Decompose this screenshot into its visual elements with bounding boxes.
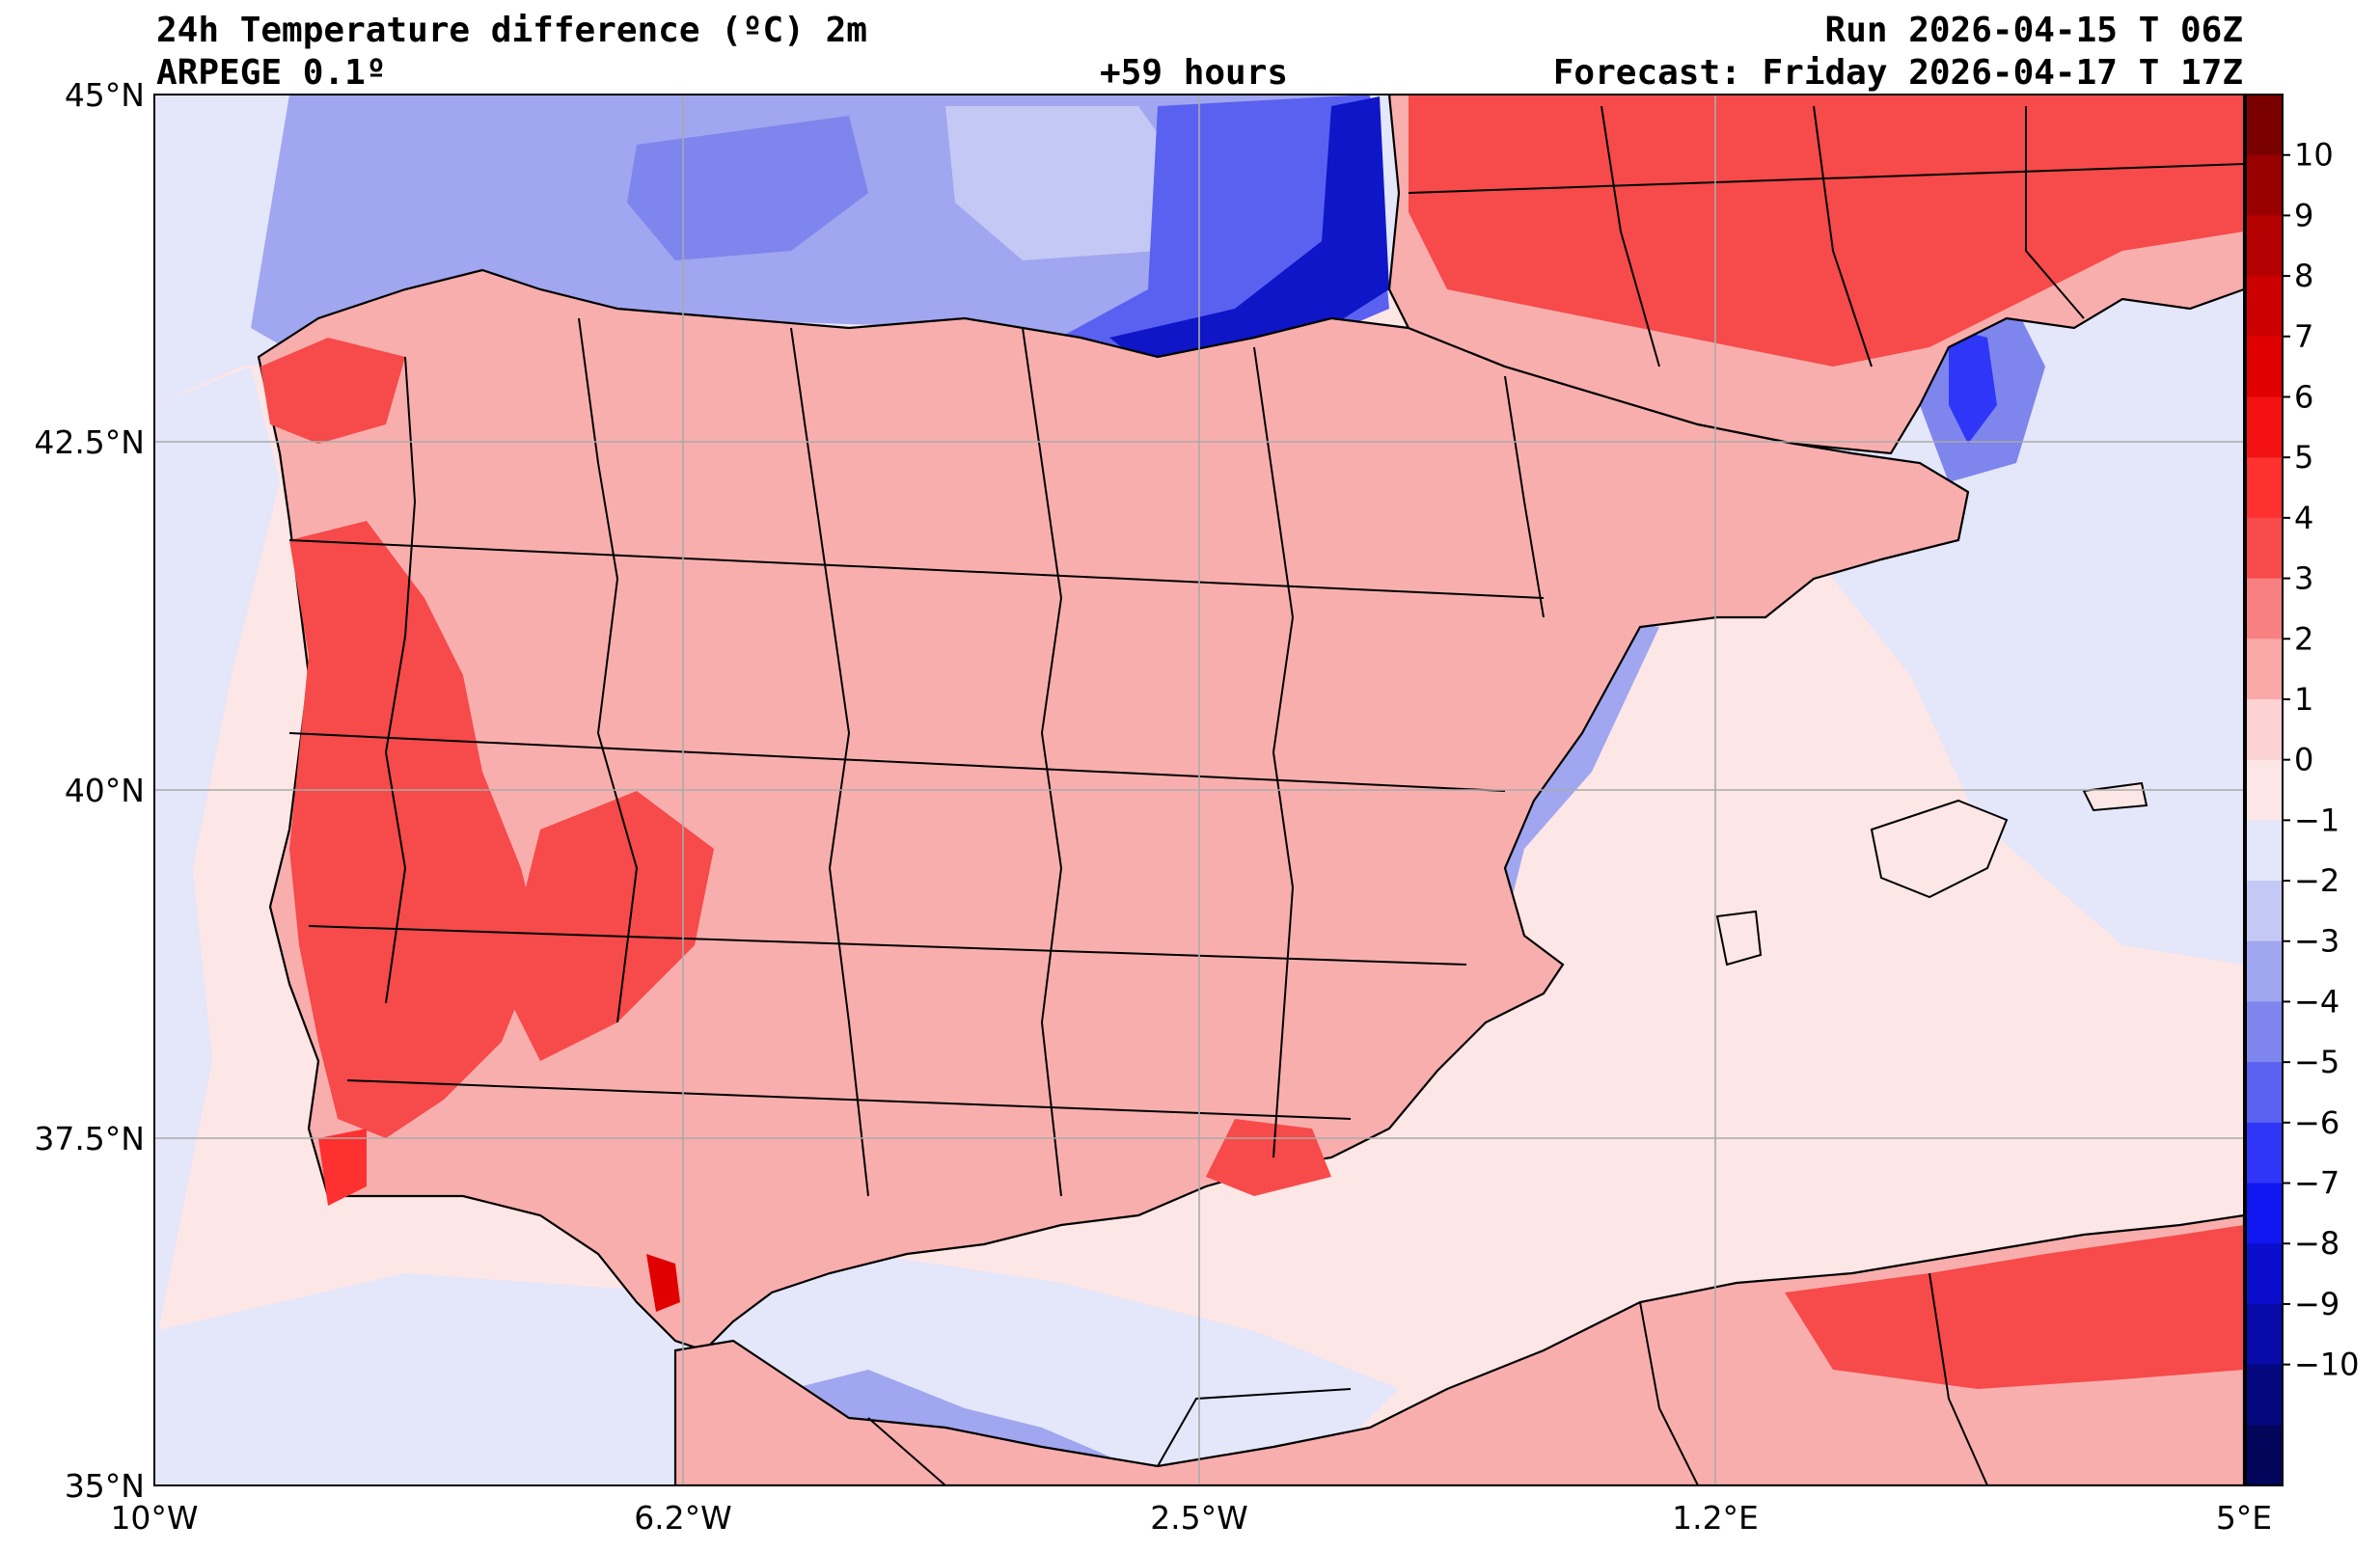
algeria-warm — [1785, 1225, 2244, 1389]
colorbar-swatch — [2246, 95, 2283, 156]
colorbar-swatch — [2246, 820, 2283, 882]
biscay-blue-core — [627, 116, 868, 260]
lon-label-10w: 10°W — [110, 1499, 198, 1537]
gibraltar-hot — [646, 1254, 680, 1312]
lat-label-40: 40°N — [65, 772, 145, 809]
colorbar-tick-label: 4 — [2294, 500, 2313, 536]
colorbar-tick-label: −3 — [2294, 923, 2339, 960]
run-time: Run 2026-04-15 T 06Z — [1824, 11, 2243, 50]
latitude-labels: 45°N 42.5°N 40°N 37.5°N 35°N — [34, 76, 145, 1505]
colorbar-swatch — [2246, 517, 2283, 580]
colorbar-tick-label: 6 — [2294, 378, 2313, 415]
colorbar-swatch — [2246, 1425, 2283, 1486]
map-plot-area[interactable] — [154, 95, 2244, 1485]
biscay-light-patch — [945, 106, 1187, 260]
lon-label-5e: 5°E — [2216, 1499, 2272, 1537]
colorbar-tick-label: −7 — [2294, 1165, 2339, 1202]
colorbar-swatch — [2246, 1122, 2283, 1184]
colorbar-swatch — [2246, 881, 2283, 942]
graticule — [154, 95, 2244, 1485]
colorbar-tick-label: −2 — [2294, 862, 2339, 899]
colorbar-swatch — [2246, 1243, 2283, 1305]
colorbar-tick-label: 7 — [2294, 318, 2313, 355]
colorbar-swatch — [2246, 1183, 2283, 1244]
colorbar-swatch — [2246, 1364, 2283, 1426]
colorbar-swatch — [2246, 457, 2283, 519]
admin-borders — [288, 105, 2244, 1485]
ibiza — [1715, 910, 1763, 967]
longitude-labels: 10°W 6.2°W 2.5°W 1.2°E 5°E — [110, 1499, 2272, 1537]
colorbar-swatch — [2246, 698, 2283, 761]
gulf-lion-dark — [1949, 328, 1997, 444]
colorbar-swatch — [2246, 1001, 2283, 1063]
colorbar-frame — [2245, 94, 2284, 1486]
colorbar-tick-label: −6 — [2294, 1104, 2339, 1141]
chart-title: 24h Temperature difference (ºC) 2m — [156, 11, 867, 50]
colorbar-tick-label: 1 — [2294, 681, 2313, 718]
lat-label-35: 35°N — [65, 1467, 145, 1505]
colorbar-tick-label: −10 — [2294, 1347, 2360, 1383]
colorbar-tick-label: 9 — [2294, 197, 2313, 233]
lat-label-45: 45°N — [65, 76, 145, 114]
colorbar-swatch — [2246, 396, 2283, 458]
france-warm — [1409, 95, 2244, 367]
colorbar-swatch — [2246, 759, 2283, 821]
forecast-time: Forecast: Friday 2026-04-17 T 17Z — [1552, 53, 2243, 93]
lat-label-37-5: 37.5°N — [34, 1120, 145, 1157]
lat-label-42-5: 42.5°N — [34, 423, 145, 461]
lon-label-2-5w: 2.5°W — [1150, 1499, 1248, 1537]
atlantic-west-cool — [154, 367, 280, 1350]
lead-time: +59 hours — [1100, 53, 1289, 93]
cantabrian-very-cold — [1109, 96, 1389, 376]
model-name: ARPEGE 0.1º — [156, 53, 387, 93]
colorbar-tick-label: 8 — [2294, 258, 2313, 294]
colorbar-tick-label: −8 — [2294, 1225, 2339, 1262]
colorbar-tick-label: −1 — [2294, 802, 2339, 838]
colorbar-swatch — [2246, 639, 2283, 700]
colorbar-tick-label: −5 — [2294, 1044, 2339, 1080]
colorbar-swatch — [2246, 578, 2283, 640]
iberia-land — [257, 268, 1970, 1352]
colorbar-tick-label: −4 — [2294, 983, 2339, 1020]
colorbar-tick-label: 10 — [2294, 137, 2334, 174]
colorbar-swatch — [2246, 276, 2283, 338]
galicia-warm — [260, 338, 405, 444]
colorbar-tick-label: 0 — [2294, 742, 2313, 778]
north-africa-land — [673, 1213, 2244, 1485]
colorbar-swatch — [2246, 940, 2283, 1002]
colorbar-swatch — [2246, 336, 2283, 397]
colorbar-swatch — [2246, 154, 2283, 216]
portugal-warm — [289, 521, 540, 1138]
colorbar-tick-label: −9 — [2294, 1286, 2339, 1322]
colorbar-tick-label: 2 — [2294, 620, 2313, 657]
colorbar-swatch — [2246, 215, 2283, 277]
plot-frame — [153, 94, 2245, 1486]
colorbar-tick-label: 3 — [2294, 560, 2313, 597]
colorbar-swatch — [2246, 1303, 2283, 1366]
colorbar-tick-label: 5 — [2294, 439, 2313, 476]
algarve-hot — [318, 1129, 367, 1206]
colorbar-swatch — [2246, 1062, 2283, 1124]
lon-label-6-2w: 6.2°W — [634, 1499, 732, 1537]
lon-label-1-2e: 1.2°E — [1672, 1499, 1759, 1537]
extremadura-warm — [502, 791, 714, 1061]
mallorca — [1870, 799, 2009, 899]
